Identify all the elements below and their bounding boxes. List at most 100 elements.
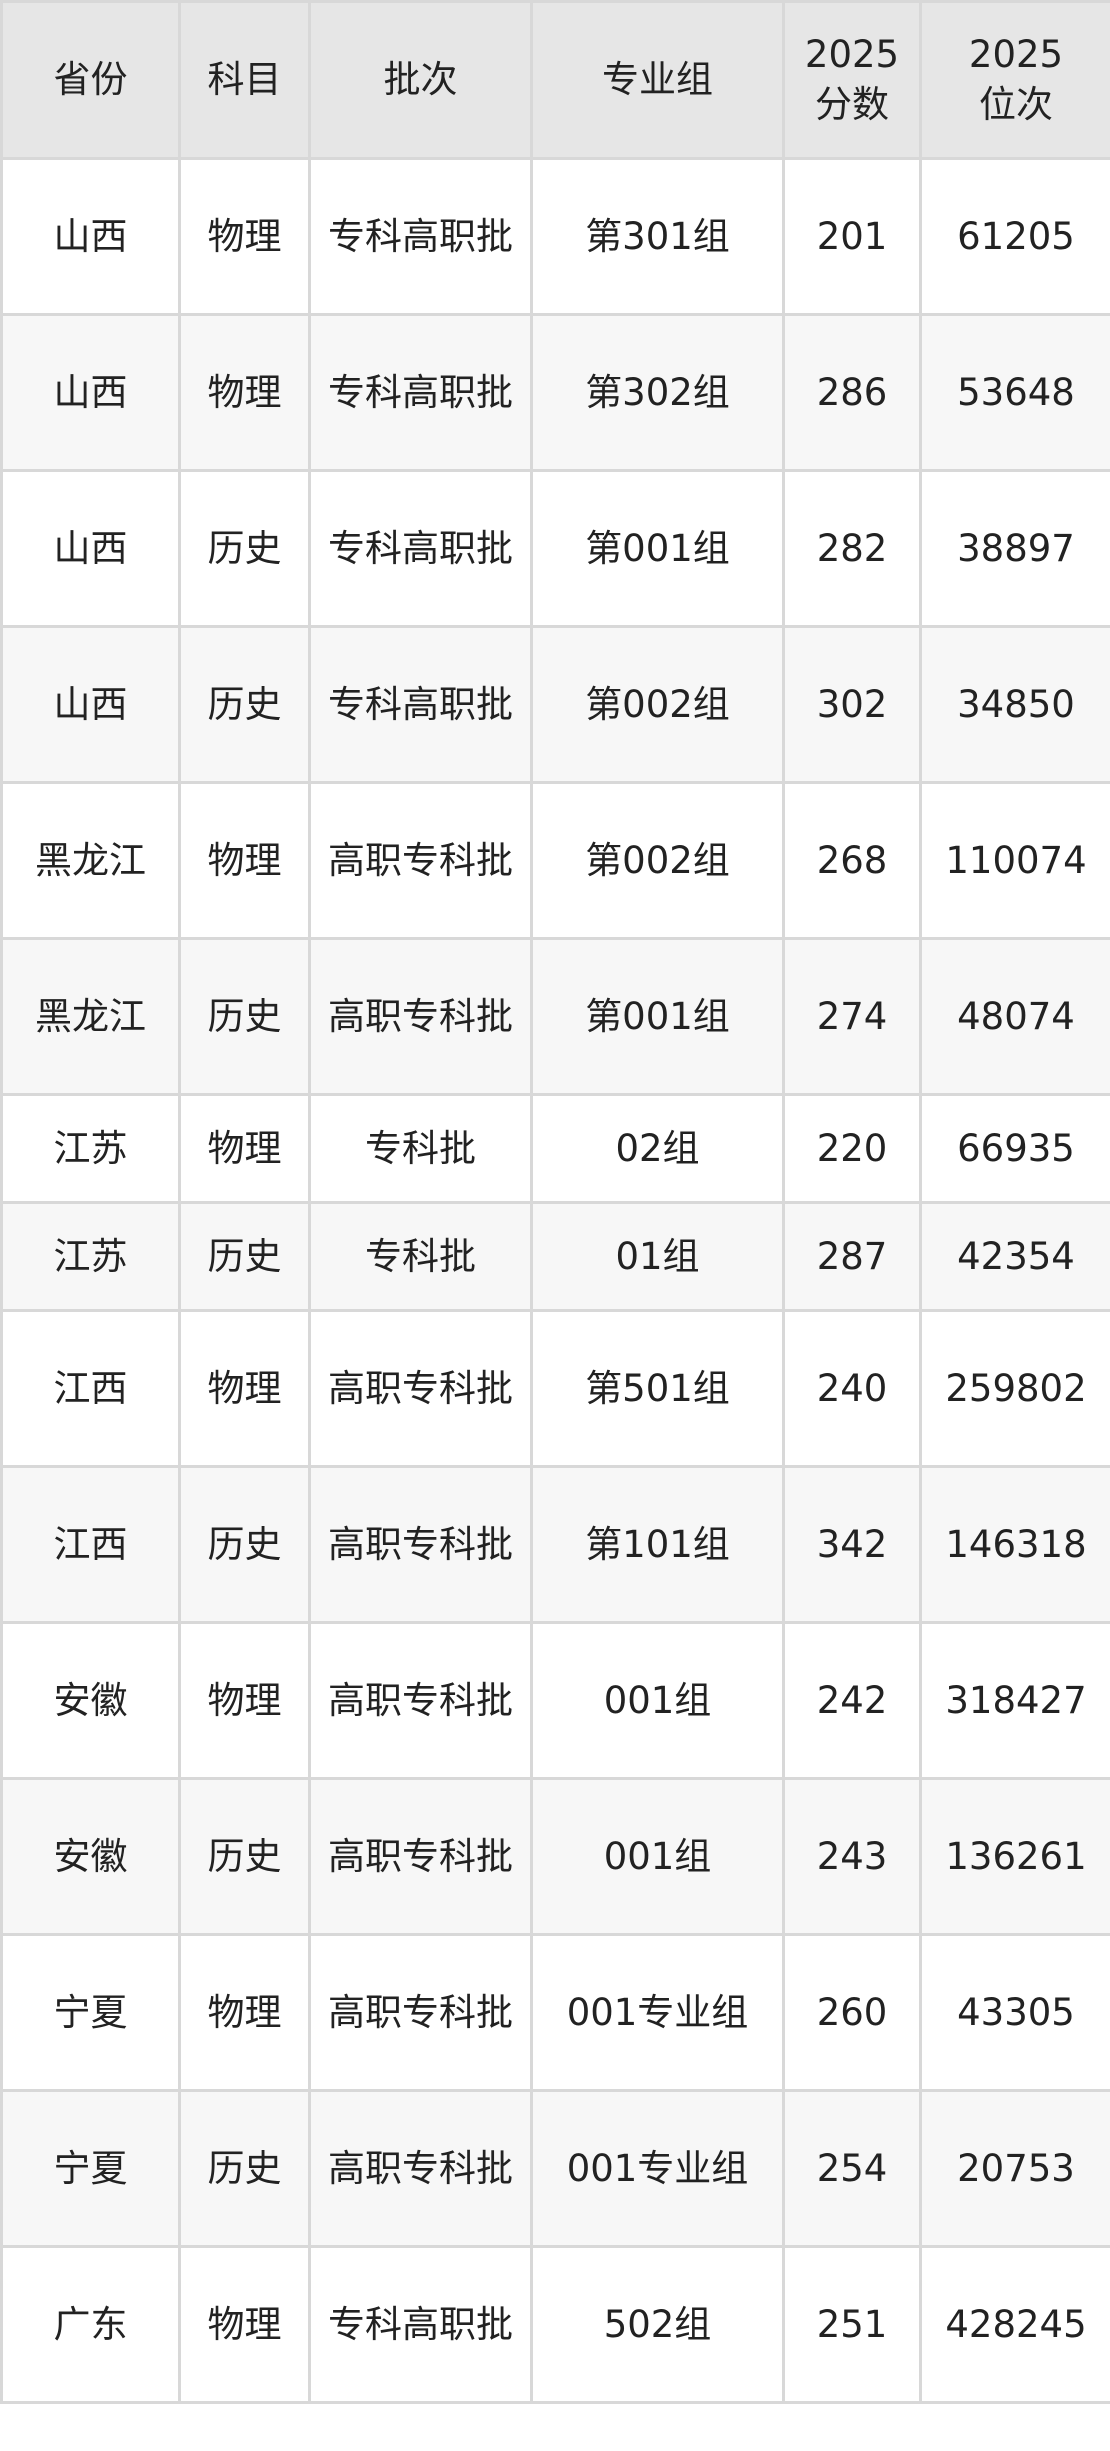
header-province: 省份 bbox=[0, 0, 181, 160]
table-row: 广东 物理 专科高职批 502组 251 428245 bbox=[0, 2245, 1110, 2404]
cell-score: 201 bbox=[782, 157, 922, 316]
cell-major-group: 001专业组 bbox=[530, 1933, 785, 2092]
cell-province: 安徽 bbox=[0, 1777, 181, 1936]
cell-rank: 318427 bbox=[919, 1621, 1110, 1780]
cell-province: 山西 bbox=[0, 157, 181, 316]
cell-province: 黑龙江 bbox=[0, 781, 181, 940]
table-row: 宁夏 历史 高职专科批 001专业组 254 20753 bbox=[0, 2089, 1110, 2248]
cell-province: 安徽 bbox=[0, 1621, 181, 1780]
cell-subject: 物理 bbox=[178, 1093, 311, 1204]
cell-score: 274 bbox=[782, 937, 922, 1096]
table-row: 安徽 物理 高职专科批 001组 242 318427 bbox=[0, 1621, 1110, 1780]
cell-subject: 历史 bbox=[178, 937, 311, 1096]
cell-batch: 专科批 bbox=[308, 1093, 533, 1204]
cell-major-group: 502组 bbox=[530, 2245, 785, 2404]
header-rank: 2025 位次 bbox=[919, 0, 1110, 160]
cell-batch: 高职专科批 bbox=[308, 937, 533, 1096]
cell-batch: 高职专科批 bbox=[308, 781, 533, 940]
header-major-group: 专业组 bbox=[530, 0, 785, 160]
cell-score: 242 bbox=[782, 1621, 922, 1780]
cell-subject: 物理 bbox=[178, 2245, 311, 2404]
cell-subject: 历史 bbox=[178, 1777, 311, 1936]
cell-score: 342 bbox=[782, 1465, 922, 1624]
cell-subject: 历史 bbox=[178, 2089, 311, 2248]
cell-major-group: 第002组 bbox=[530, 625, 785, 784]
cell-batch: 专科高职批 bbox=[308, 2245, 533, 2404]
cell-major-group: 第002组 bbox=[530, 781, 785, 940]
cell-major-group: 第001组 bbox=[530, 937, 785, 1096]
cell-subject: 物理 bbox=[178, 1309, 311, 1468]
cell-batch: 专科高职批 bbox=[308, 157, 533, 316]
cell-batch: 高职专科批 bbox=[308, 1309, 533, 1468]
cell-batch: 高职专科批 bbox=[308, 1933, 533, 2092]
cell-major-group: 001组 bbox=[530, 1621, 785, 1780]
cell-subject: 物理 bbox=[178, 781, 311, 940]
cell-major-group: 02组 bbox=[530, 1093, 785, 1204]
header-subject: 科目 bbox=[178, 0, 311, 160]
cell-major-group: 第101组 bbox=[530, 1465, 785, 1624]
cell-subject: 历史 bbox=[178, 1201, 311, 1312]
header-rank-label: 位次 bbox=[979, 83, 1053, 126]
table-row: 山西 物理 专科高职批 第302组 286 53648 bbox=[0, 313, 1110, 472]
cell-batch: 高职专科批 bbox=[308, 1465, 533, 1624]
cell-major-group: 第001组 bbox=[530, 469, 785, 628]
cell-province: 江西 bbox=[0, 1309, 181, 1468]
cell-rank: 259802 bbox=[919, 1309, 1110, 1468]
table-row: 江苏 物理 专科批 02组 220 66935 bbox=[0, 1093, 1110, 1204]
header-rank-year: 2025 bbox=[968, 33, 1064, 76]
cell-province: 广东 bbox=[0, 2245, 181, 2404]
table-row: 江苏 历史 专科批 01组 287 42354 bbox=[0, 1201, 1110, 1312]
cell-rank: 53648 bbox=[919, 313, 1110, 472]
cell-rank: 48074 bbox=[919, 937, 1110, 1096]
cell-major-group: 第501组 bbox=[530, 1309, 785, 1468]
cell-subject: 物理 bbox=[178, 1933, 311, 2092]
cell-major-group: 01组 bbox=[530, 1201, 785, 1312]
cell-rank: 43305 bbox=[919, 1933, 1110, 2092]
cell-province: 山西 bbox=[0, 625, 181, 784]
cell-rank: 42354 bbox=[919, 1201, 1110, 1312]
cell-rank: 20753 bbox=[919, 2089, 1110, 2248]
cell-rank: 38897 bbox=[919, 469, 1110, 628]
cell-rank: 34850 bbox=[919, 625, 1110, 784]
cell-province: 宁夏 bbox=[0, 1933, 181, 2092]
cell-batch: 专科高职批 bbox=[308, 313, 533, 472]
cell-province: 黑龙江 bbox=[0, 937, 181, 1096]
cell-batch: 高职专科批 bbox=[308, 1777, 533, 1936]
table-header-row: 省份 科目 批次 专业组 2025 分数 2025 位次 bbox=[0, 0, 1110, 160]
cell-score: 287 bbox=[782, 1201, 922, 1312]
cell-subject: 历史 bbox=[178, 1465, 311, 1624]
cell-province: 江苏 bbox=[0, 1093, 181, 1204]
cell-score: 268 bbox=[782, 781, 922, 940]
table-row: 山西 物理 专科高职批 第301组 201 61205 bbox=[0, 157, 1110, 316]
table-row: 宁夏 物理 高职专科批 001专业组 260 43305 bbox=[0, 1933, 1110, 2092]
cell-rank: 136261 bbox=[919, 1777, 1110, 1936]
cell-rank: 61205 bbox=[919, 157, 1110, 316]
cell-batch: 专科批 bbox=[308, 1201, 533, 1312]
header-score: 2025 分数 bbox=[782, 0, 922, 160]
cell-subject: 物理 bbox=[178, 1621, 311, 1780]
cell-province: 山西 bbox=[0, 469, 181, 628]
table-row: 山西 历史 专科高职批 第001组 282 38897 bbox=[0, 469, 1110, 628]
cell-major-group: 第302组 bbox=[530, 313, 785, 472]
cell-subject: 历史 bbox=[178, 625, 311, 784]
cell-rank: 146318 bbox=[919, 1465, 1110, 1624]
header-score-year: 2025 bbox=[804, 33, 900, 76]
cell-batch: 专科高职批 bbox=[308, 625, 533, 784]
table-row: 安徽 历史 高职专科批 001组 243 136261 bbox=[0, 1777, 1110, 1936]
cell-score: 220 bbox=[782, 1093, 922, 1204]
cell-batch: 高职专科批 bbox=[308, 2089, 533, 2248]
cell-score: 302 bbox=[782, 625, 922, 784]
table-row: 江西 物理 高职专科批 第501组 240 259802 bbox=[0, 1309, 1110, 1468]
header-score-label: 分数 bbox=[815, 83, 889, 126]
cell-province: 江苏 bbox=[0, 1201, 181, 1312]
cell-batch: 专科高职批 bbox=[308, 469, 533, 628]
table-row: 江西 历史 高职专科批 第101组 342 146318 bbox=[0, 1465, 1110, 1624]
cell-score: 260 bbox=[782, 1933, 922, 2092]
cell-province: 山西 bbox=[0, 313, 181, 472]
cell-major-group: 第301组 bbox=[530, 157, 785, 316]
cell-score: 251 bbox=[782, 2245, 922, 2404]
cell-rank: 110074 bbox=[919, 781, 1110, 940]
header-batch: 批次 bbox=[308, 0, 533, 160]
table-row: 黑龙江 历史 高职专科批 第001组 274 48074 bbox=[0, 937, 1110, 1096]
